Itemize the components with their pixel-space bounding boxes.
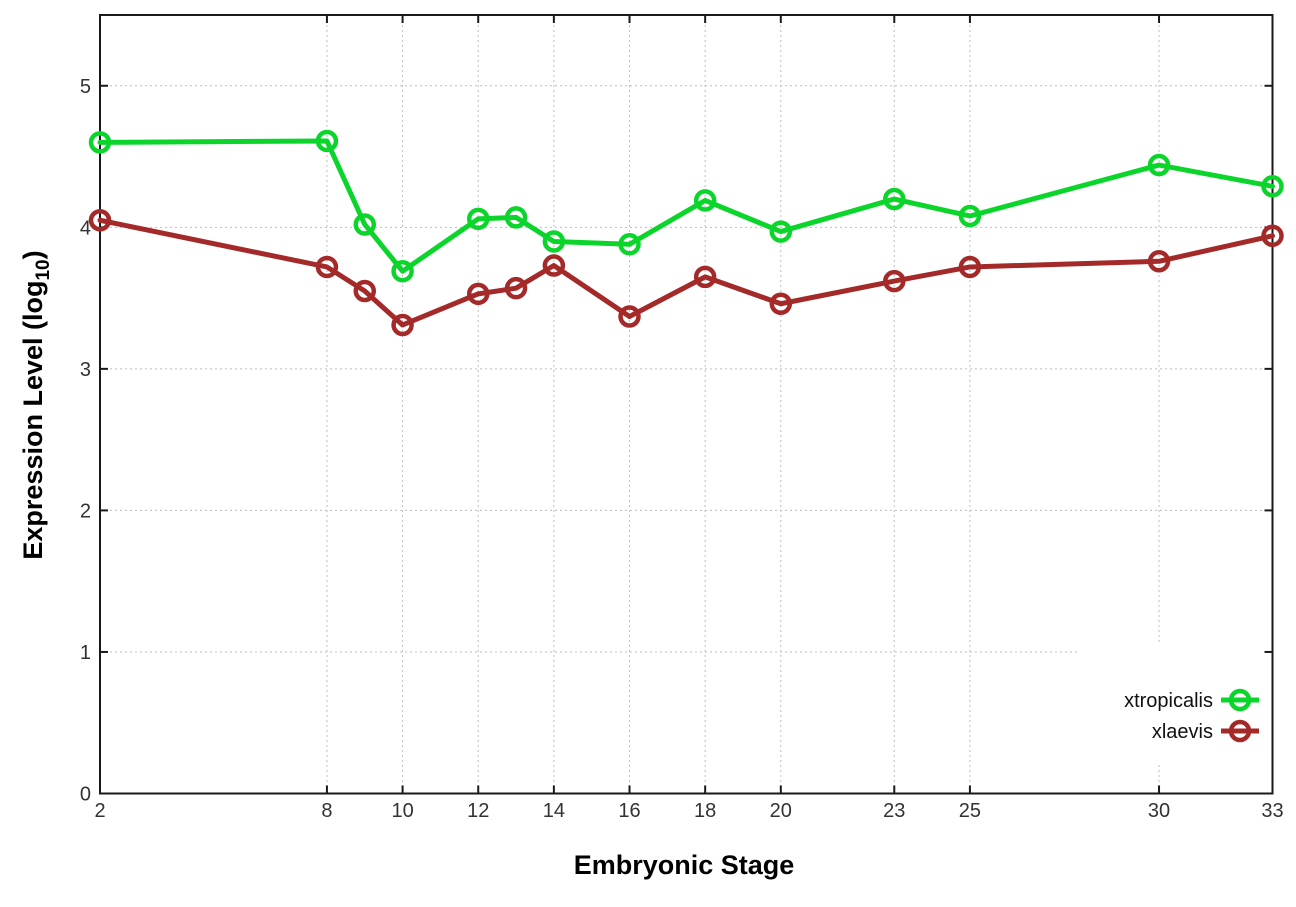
legend-label-xlaevis: xlaevis — [1152, 721, 1213, 743]
point-xtropicalis-stage-20 — [769, 220, 793, 243]
x-tick-label-23: 23 — [883, 800, 905, 822]
x-tick-label-16: 16 — [618, 800, 640, 822]
point-xtropicalis-stage-2 — [88, 131, 112, 154]
point-xlaevis-stage-13 — [504, 276, 528, 300]
x-tick-label-25: 25 — [959, 800, 981, 822]
x-tick-label-14: 14 — [543, 800, 565, 822]
point-xtropicalis-stage-14 — [542, 230, 566, 253]
point-xtropicalis-stage-16 — [618, 233, 641, 256]
y-tick-label-2: 2 — [80, 500, 91, 522]
point-xlaevis-stage-2 — [88, 208, 112, 232]
x-tick-label-2: 2 — [94, 800, 105, 822]
plot-border — [99, 14, 1274, 795]
x-axis-title: Embryonic Stage — [574, 850, 795, 880]
point-xtropicalis-stage-8 — [315, 129, 339, 153]
x-tick-label-33: 33 — [1261, 800, 1283, 822]
point-xlaevis-stage-9 — [353, 279, 377, 303]
x-tick-label-30: 30 — [1148, 800, 1170, 822]
y-tick-label-4: 4 — [80, 217, 91, 239]
point-xtropicalis-stage-23 — [883, 187, 906, 211]
point-xlaevis-stage-10 — [391, 313, 414, 337]
point-xtropicalis-stage-10 — [391, 259, 414, 283]
point-xtropicalis-stage-30 — [1147, 153, 1171, 177]
point-xlaevis-stage-14 — [542, 254, 566, 277]
point-xlaevis-stage-18 — [693, 265, 717, 289]
point-xlaevis-stage-12 — [466, 282, 490, 306]
y-tick-label-1: 1 — [80, 642, 91, 664]
point-xlaevis-stage-20 — [769, 292, 793, 316]
x-tick-label-20: 20 — [770, 800, 792, 822]
y-tick-label-0: 0 — [80, 784, 91, 806]
x-tick-label-12: 12 — [467, 800, 489, 822]
y-tick-label-5: 5 — [80, 76, 91, 98]
y-tick-label-3: 3 — [80, 359, 91, 381]
point-xlaevis-stage-23 — [883, 269, 906, 293]
y-axis-title: Expression Level (log10) — [18, 250, 54, 559]
point-xtropicalis-stage-9 — [353, 213, 377, 236]
legend-label-xtropicalis: xtropicalis — [1124, 690, 1213, 712]
legend-marker-xlaevis — [1228, 719, 1252, 743]
x-tick-label-18: 18 — [694, 800, 716, 822]
point-xlaevis-stage-8 — [315, 255, 339, 279]
point-xtropicalis-stage-12 — [466, 207, 490, 231]
x-tick-label-10: 10 — [391, 800, 413, 822]
point-xlaevis-stage-30 — [1147, 250, 1171, 273]
point-xlaevis-stage-33 — [1261, 224, 1284, 248]
legend-background — [1078, 644, 1271, 762]
point-xtropicalis-stage-25 — [958, 204, 982, 228]
point-xlaevis-stage-25 — [958, 255, 982, 279]
point-xtropicalis-stage-33 — [1261, 175, 1284, 198]
point-xtropicalis-stage-13 — [504, 206, 528, 229]
point-xtropicalis-stage-18 — [693, 189, 717, 212]
x-tick-label-8: 8 — [321, 800, 332, 822]
point-xlaevis-stage-16 — [618, 305, 641, 328]
legend-marker-xtropicalis — [1228, 688, 1252, 712]
